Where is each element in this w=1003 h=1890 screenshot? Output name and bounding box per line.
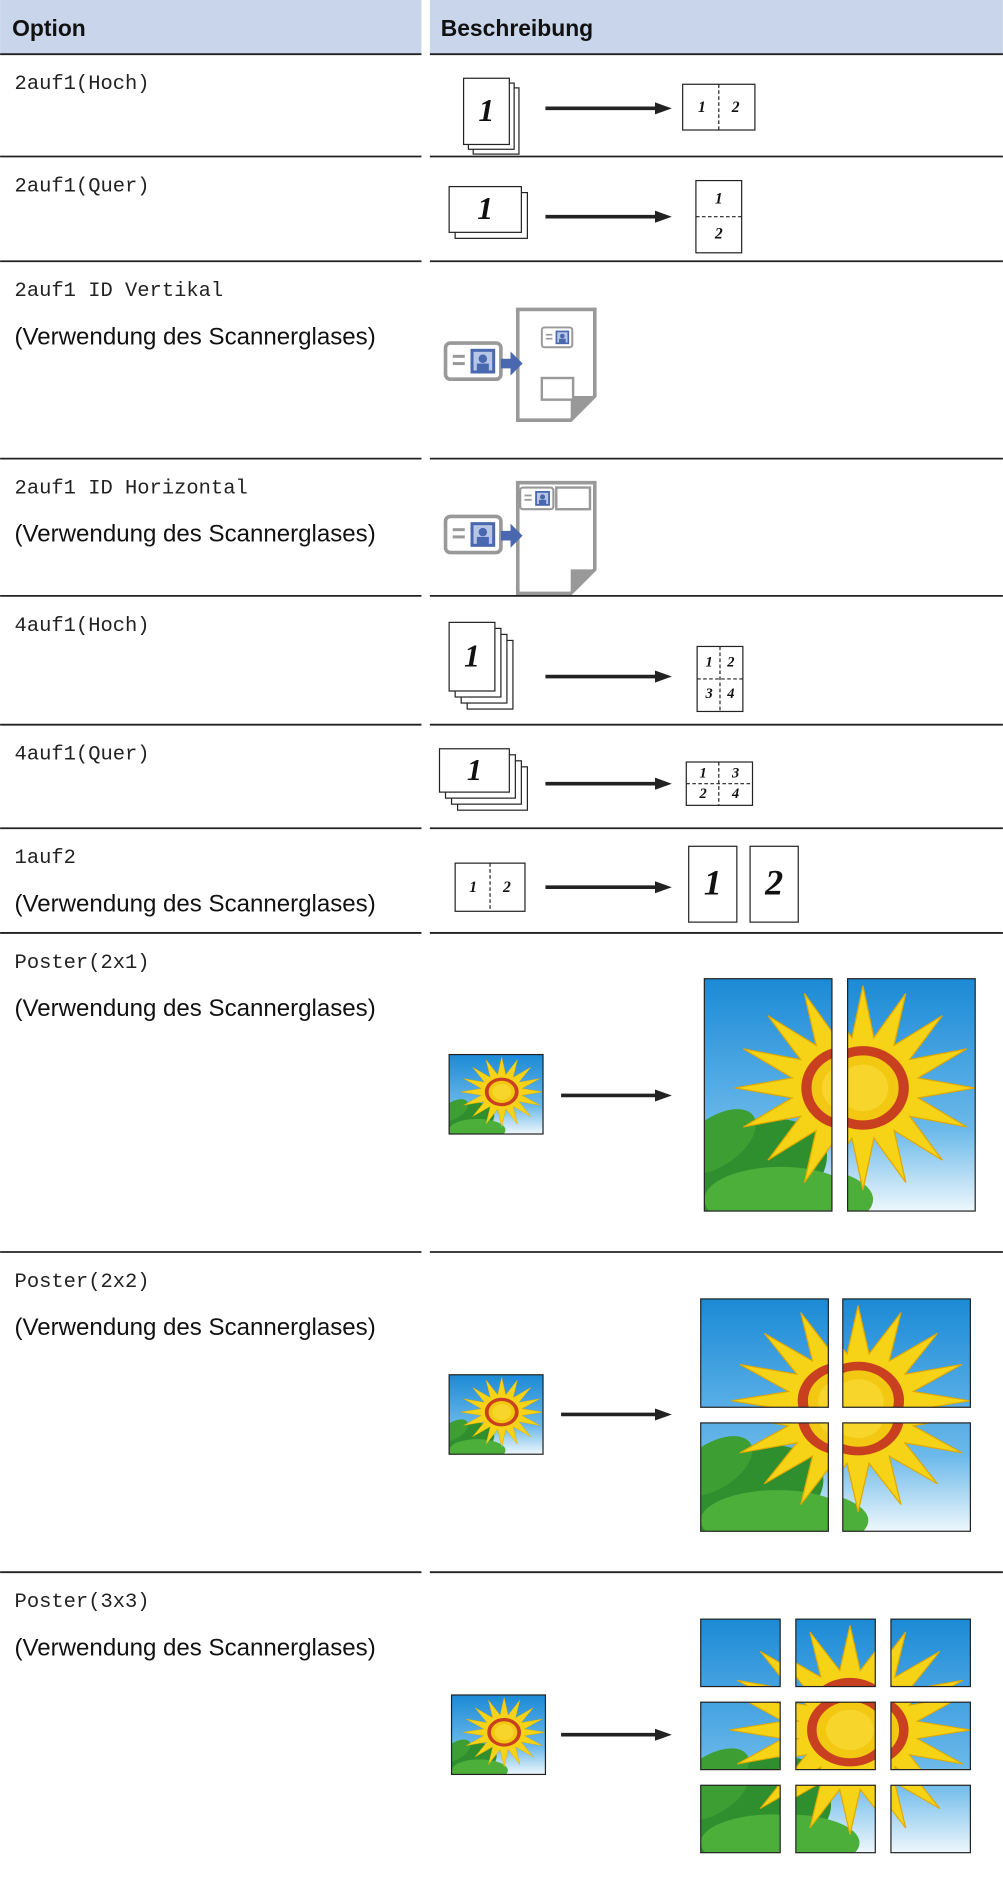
option-name: Poster(2x1) <box>15 952 150 975</box>
page-number: 2 <box>764 862 783 902</box>
photo-tile <box>451 1694 546 1775</box>
arrow-head <box>654 777 672 790</box>
arrow-head <box>654 881 672 894</box>
id-card <box>443 341 503 382</box>
card-photo <box>560 333 565 339</box>
id-card <box>519 486 555 511</box>
tile-border <box>700 1784 781 1854</box>
option-note: (Verwendung des Scannerglases) <box>15 890 376 917</box>
option-name: 4auf1(Hoch) <box>15 615 150 638</box>
page-number: 2 <box>731 99 740 116</box>
id-card <box>540 326 574 349</box>
page-sheet <box>438 748 510 793</box>
tile-border <box>890 1701 971 1771</box>
tile-border <box>890 1618 971 1688</box>
option-name: 2auf1(Quer) <box>15 175 150 198</box>
page-number: 1 <box>715 190 723 207</box>
page-number: 1 <box>464 637 480 673</box>
column-header: Beschreibung <box>441 15 593 41</box>
id-card <box>443 514 503 555</box>
option-name: 4auf1(Quer) <box>15 744 150 767</box>
tile-border <box>448 1053 544 1135</box>
arrow-head <box>654 1408 672 1421</box>
option-note: (Verwendung des Scannerglases) <box>15 323 376 350</box>
option-note: (Verwendung des Scannerglases) <box>15 1634 376 1661</box>
option-note: (Verwendung des Scannerglases) <box>15 521 376 548</box>
card-photo <box>478 354 488 363</box>
card-photo <box>476 536 489 545</box>
photo-tile <box>449 1054 544 1134</box>
card-photo <box>476 363 489 371</box>
page-sheet <box>462 77 510 146</box>
tile-border <box>703 978 833 1212</box>
card-photo <box>478 527 488 537</box>
tile-border <box>448 1374 544 1455</box>
sunflower <box>449 1374 544 1455</box>
page-sheet <box>688 845 738 923</box>
page-number: 1 <box>477 190 493 226</box>
option-name: 2auf1(Hoch) <box>15 73 150 96</box>
page-number: 1 <box>478 92 494 128</box>
page-number: 2 <box>699 786 707 802</box>
page-number: 4 <box>731 786 739 802</box>
arrow-head <box>654 102 672 115</box>
blue-arrow <box>500 351 523 376</box>
doc-icon <box>555 486 592 511</box>
tile-border <box>842 1298 971 1408</box>
page-number: 1 <box>706 655 713 671</box>
option-name: 1auf2 <box>15 847 76 870</box>
page-number: 2 <box>502 879 511 896</box>
tile-border <box>890 1784 971 1854</box>
arrow-head <box>654 1089 672 1102</box>
page-sheet <box>448 621 496 692</box>
doc-icon <box>540 376 575 401</box>
page-number: 4 <box>726 686 734 702</box>
option-name: Poster(3x3) <box>15 1591 150 1614</box>
header-cell <box>0 0 422 55</box>
arrow-head <box>654 670 672 683</box>
sunflower <box>449 1054 544 1134</box>
tile-border <box>795 1784 876 1854</box>
option-name: 2auf1 ID Horizontal <box>15 478 248 501</box>
tile-border <box>795 1618 876 1688</box>
page-number: 1 <box>467 753 482 787</box>
tile-border <box>846 978 976 1212</box>
tile-border <box>700 1618 781 1688</box>
page-number: 1 <box>700 765 707 781</box>
page-sheet <box>749 845 799 923</box>
option-note: (Verwendung des Scannerglases) <box>15 1314 376 1341</box>
arrow-head <box>654 1728 672 1741</box>
card-photo <box>559 338 566 343</box>
page-number: 3 <box>731 765 739 781</box>
page-number: 1 <box>469 879 477 896</box>
card-photo <box>538 499 547 505</box>
tile-border <box>700 1422 829 1532</box>
option-name: Poster(2x2) <box>15 1271 150 1294</box>
page-number: 3 <box>705 686 713 702</box>
tile-border <box>700 1298 829 1408</box>
header-cell <box>429 0 1003 55</box>
tile-border <box>842 1422 971 1532</box>
tile-border <box>795 1701 876 1771</box>
page-number: 1 <box>704 862 722 902</box>
option-name: 2auf1 ID Vertikal <box>15 280 224 303</box>
photo-tile <box>449 1374 544 1455</box>
page-sheet <box>448 185 522 233</box>
tile-border <box>450 1694 547 1776</box>
option-note: (Verwendung des Scannerglases) <box>15 995 376 1022</box>
page-number: 2 <box>726 655 734 671</box>
column-header: Option <box>12 15 86 41</box>
blue-arrow <box>500 523 523 548</box>
card-photo <box>540 494 546 500</box>
page-number: 2 <box>714 225 723 242</box>
sunflower <box>451 1694 546 1775</box>
page-number: 1 <box>698 99 706 116</box>
arrow-head <box>654 210 672 223</box>
tile-border <box>700 1701 781 1771</box>
